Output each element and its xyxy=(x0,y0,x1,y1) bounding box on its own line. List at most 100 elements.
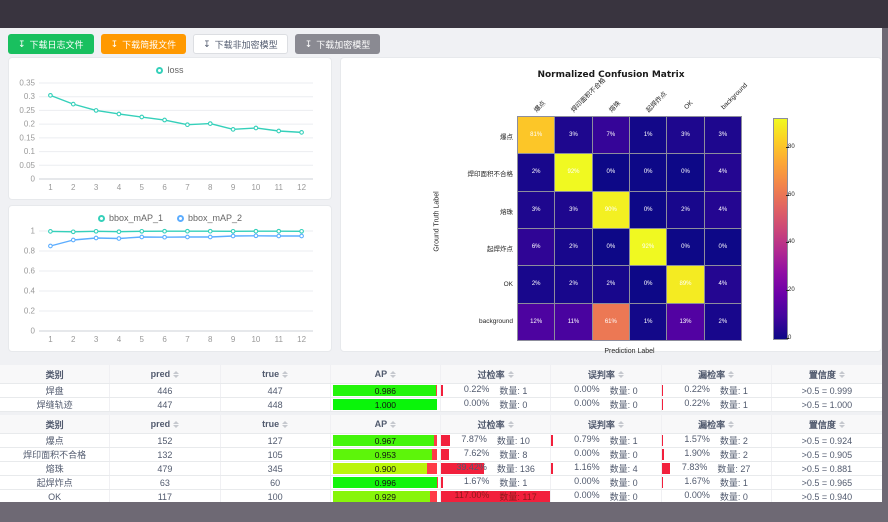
rate-percent: 7.62% xyxy=(463,448,490,458)
ap-value: 0.986 xyxy=(374,385,397,396)
cell-confidence: >0.5 = 0.881 xyxy=(801,463,853,474)
column-header-5[interactable]: 误判率 xyxy=(551,365,662,383)
column-header-label: true xyxy=(262,419,280,429)
rate-bar xyxy=(441,449,450,460)
column-header-4[interactable]: 过检率 xyxy=(441,415,552,433)
download-report-button[interactable]: ↧ 下载简报文件 xyxy=(100,34,187,54)
rate-text: 0.79% 数量: 1 xyxy=(574,434,638,447)
download-icon: ↧ xyxy=(203,38,211,49)
rate-percent: 1.16% xyxy=(574,462,600,472)
rate-percent: 7.87% xyxy=(461,434,487,444)
rate-cell-over: 117.00% 数量: 117 xyxy=(441,490,552,503)
download-plain-model-button[interactable]: ↧ 下载非加密模型 xyxy=(193,34,288,54)
cell-pred: 117 xyxy=(110,490,221,503)
legend-marker-icon xyxy=(97,214,105,222)
matrix-cell: 90% xyxy=(592,191,629,228)
legend-item-bbox_mAP_2[interactable]: bbox_mAP_2 xyxy=(177,211,242,225)
rate-cell-mis: 0.00% 数量: 0 xyxy=(551,448,662,461)
legend-item-loss[interactable]: loss xyxy=(156,63,184,77)
cell-class: 起焊炸点 xyxy=(0,476,111,489)
cell-ap: 0.986 xyxy=(331,384,441,397)
rate-percent: 0.79% xyxy=(574,434,600,444)
cell-ap: 0.996 xyxy=(331,476,441,489)
rate-percent: 0.00% xyxy=(463,398,490,408)
matrix-column-label: 焊印面积不合格 xyxy=(570,76,608,114)
cell-ap: 0.929 xyxy=(331,490,441,503)
confusion-matrix-heatmap: 81% 3% 7% 1% 3% 3% 2% 92% 0% 0% 0% 4% 3% 3% 90% 0% 2% 4% 6… xyxy=(517,116,742,341)
svg-text:0.05: 0.05 xyxy=(19,161,35,170)
ap-bar: 0.996 xyxy=(333,477,438,488)
cell-class: 焊印面积不合格 xyxy=(0,448,111,461)
column-header-3[interactable]: AP xyxy=(331,415,441,433)
matrix-cell: 89% xyxy=(667,266,704,303)
rate-bar xyxy=(441,385,443,396)
confusion-matrix-xlabel: Prediction Label xyxy=(604,348,655,355)
cell-class: 爆点 xyxy=(0,434,111,447)
svg-text:9: 9 xyxy=(231,183,236,192)
column-header-7[interactable]: 置信度 xyxy=(772,365,882,383)
column-header-7[interactable]: 置信度 xyxy=(772,415,882,433)
legend-item-bbox_mAP_1[interactable]: bbox_mAP_1 xyxy=(97,211,163,225)
svg-text:11: 11 xyxy=(275,183,284,192)
matrix-cell: 92% xyxy=(629,228,667,266)
matrix-cell: 2% xyxy=(518,266,555,303)
class-metrics-table: 类别 pred true AP 过检率 误判率 漏检率 置信度 爆点 152 127 0.967 7.8… xyxy=(0,415,882,504)
column-header-5[interactable]: 误判率 xyxy=(551,415,662,433)
rate-text: 0.00% 数量: 0 xyxy=(574,476,638,489)
matrix-cell: 7% xyxy=(592,117,629,154)
rate-percent: 0.00% xyxy=(574,476,600,486)
colorbar xyxy=(773,118,788,340)
column-header-6[interactable]: 漏检率 xyxy=(662,415,772,433)
table-row: 焊印面积不合格 132 105 0.953 7.62% 数量: 8 0.00% 数量: 0 1.… xyxy=(0,448,882,462)
download-icon: ↧ xyxy=(304,38,313,49)
download-encrypted-model-button[interactable]: ↧ 下载加密模型 xyxy=(294,34,381,54)
column-header-3[interactable]: AP xyxy=(331,365,441,383)
rate-count: 数量: 10 xyxy=(496,436,530,446)
svg-text:11: 11 xyxy=(275,335,284,344)
svg-text:1: 1 xyxy=(48,335,53,344)
svg-text:2: 2 xyxy=(71,335,76,344)
matrix-row-label: 熔珠 xyxy=(500,208,513,216)
svg-text:9: 9 xyxy=(231,335,236,344)
column-header-1[interactable]: pred xyxy=(110,415,221,433)
ap-value: 0.900 xyxy=(374,463,397,474)
rate-count: 数量: 4 xyxy=(609,464,638,474)
rate-count: 数量: 0 xyxy=(499,400,528,410)
column-header-2[interactable]: true xyxy=(221,365,331,383)
legend-label: loss xyxy=(167,65,184,75)
rate-text: 7.83% 数量: 27 xyxy=(682,462,751,475)
legend-label: bbox_mAP_2 xyxy=(188,213,243,223)
window-bottom-bar xyxy=(0,502,888,522)
rate-cell-miss: 1.57% 数量: 2 xyxy=(661,434,772,447)
rate-count: 数量: 1 xyxy=(499,478,528,488)
column-header-1[interactable]: pred xyxy=(110,365,221,383)
ap-bar-remainder xyxy=(426,463,438,474)
svg-text:0.3: 0.3 xyxy=(24,92,36,101)
cell-ap: 0.953 xyxy=(331,448,441,461)
column-header-6[interactable]: 漏检率 xyxy=(662,365,772,383)
ap-bar: 0.967 xyxy=(333,435,438,446)
matrix-cell: 4% xyxy=(704,266,741,303)
column-header-label: AP xyxy=(374,369,388,379)
download-log-button[interactable]: ↧ 下载日志文件 xyxy=(8,34,94,54)
ap-bar-remainder xyxy=(433,435,438,446)
svg-text:0.4: 0.4 xyxy=(24,287,36,296)
rate-cell-over: 0.22% 数量: 1 xyxy=(441,384,552,397)
cell-ap: 0.967 xyxy=(331,434,441,447)
svg-text:0.2: 0.2 xyxy=(24,120,36,129)
ap-value: 0.996 xyxy=(374,477,397,488)
matrix-row-label: 爆点 xyxy=(500,133,513,141)
sort-caret-icon xyxy=(838,420,845,428)
download-report-label: 下载简报文件 xyxy=(122,39,177,50)
rate-bar xyxy=(441,463,485,474)
column-header-4[interactable]: 过检率 xyxy=(441,365,552,383)
legend-label: bbox_mAP_1 xyxy=(108,213,163,223)
column-header-label: 置信度 xyxy=(808,369,836,380)
column-header-2[interactable]: true xyxy=(221,415,331,433)
sort-caret-icon xyxy=(617,420,624,428)
cell-class: OK xyxy=(0,490,111,503)
svg-text:6: 6 xyxy=(162,183,167,192)
rate-bar xyxy=(551,435,553,446)
sort-caret-icon xyxy=(507,370,514,378)
svg-text:0.1: 0.1 xyxy=(24,147,36,156)
